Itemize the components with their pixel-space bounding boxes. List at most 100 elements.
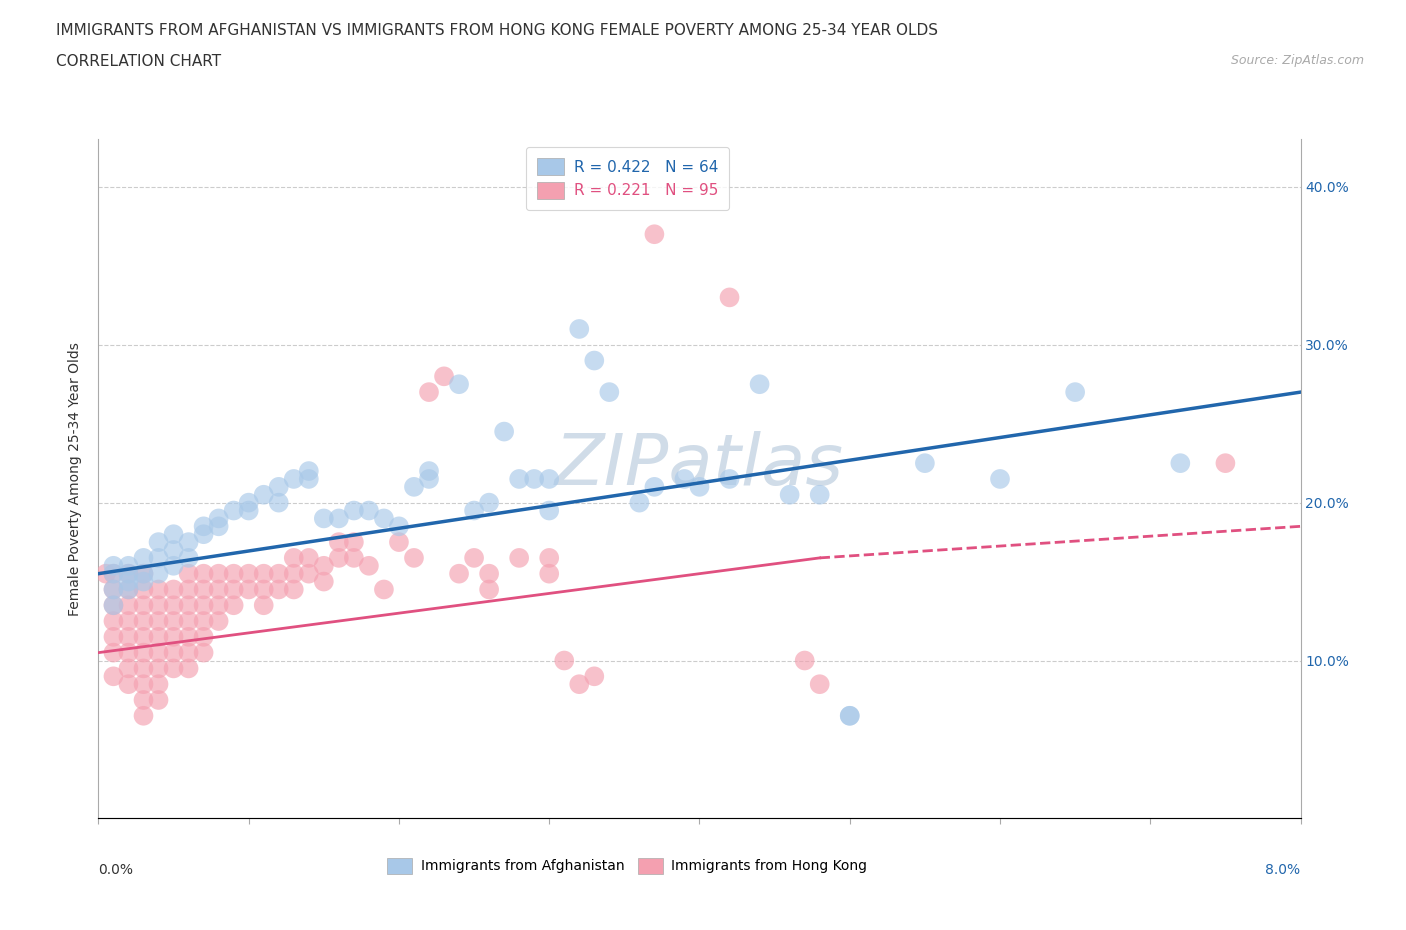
Point <box>418 464 440 479</box>
Point <box>132 661 155 676</box>
Point <box>117 574 139 589</box>
Point <box>193 526 215 541</box>
Point <box>132 574 155 589</box>
Point <box>808 677 831 692</box>
Point <box>447 377 470 392</box>
Point <box>162 630 184 644</box>
Point <box>117 566 139 581</box>
Point <box>373 582 395 597</box>
Point <box>373 511 395 525</box>
Point <box>162 526 184 541</box>
Point <box>267 479 290 494</box>
Point <box>673 472 696 486</box>
Point <box>583 669 606 684</box>
Point <box>117 614 139 629</box>
Point <box>117 582 139 597</box>
Point <box>267 495 290 510</box>
Point <box>148 566 170 581</box>
Point <box>103 566 125 581</box>
Point <box>298 472 321 486</box>
Point <box>418 472 440 486</box>
Point <box>283 582 305 597</box>
Point <box>208 566 231 581</box>
Point <box>298 566 321 581</box>
Point <box>402 479 425 494</box>
Point <box>222 598 245 613</box>
Point <box>222 566 245 581</box>
Point <box>132 582 155 597</box>
Point <box>779 487 801 502</box>
Text: 8.0%: 8.0% <box>1265 863 1301 877</box>
Point <box>402 551 425 565</box>
Text: ZIPatlas: ZIPatlas <box>555 431 844 499</box>
Point <box>132 677 155 692</box>
Point <box>312 558 335 573</box>
Point <box>117 677 139 692</box>
Point <box>103 558 125 573</box>
Point <box>132 693 155 708</box>
Point <box>838 709 860 724</box>
Point <box>988 472 1011 486</box>
Point <box>357 503 380 518</box>
Point <box>478 495 501 510</box>
Point <box>388 519 411 534</box>
Point <box>748 377 770 392</box>
Point <box>208 519 231 534</box>
Point <box>103 582 125 597</box>
Point <box>103 614 125 629</box>
Point <box>132 566 155 581</box>
Point <box>177 614 200 629</box>
Point <box>312 574 335 589</box>
Text: CORRELATION CHART: CORRELATION CHART <box>56 54 221 69</box>
Point <box>117 598 139 613</box>
Point <box>162 582 184 597</box>
Point <box>283 566 305 581</box>
Point <box>283 472 305 486</box>
Point <box>132 709 155 724</box>
Point <box>177 535 200 550</box>
Point <box>148 693 170 708</box>
Point <box>343 551 366 565</box>
Point <box>298 464 321 479</box>
Point <box>463 551 485 565</box>
Point <box>117 582 139 597</box>
Point <box>583 353 606 368</box>
Point <box>267 582 290 597</box>
Point <box>103 598 125 613</box>
Point <box>148 582 170 597</box>
Point <box>148 614 170 629</box>
Point <box>162 558 184 573</box>
Point <box>132 551 155 565</box>
Point <box>132 645 155 660</box>
Text: IMMIGRANTS FROM AFGHANISTAN VS IMMIGRANTS FROM HONG KONG FEMALE POVERTY AMONG 25: IMMIGRANTS FROM AFGHANISTAN VS IMMIGRANT… <box>56 23 938 38</box>
Point <box>253 487 276 502</box>
Point <box>643 479 665 494</box>
Point <box>523 472 546 486</box>
Point <box>628 495 651 510</box>
Point <box>838 709 860 724</box>
Point <box>463 503 485 518</box>
Point <box>177 630 200 644</box>
Point <box>718 290 741 305</box>
Point <box>208 511 231 525</box>
Point <box>117 645 139 660</box>
Point <box>267 566 290 581</box>
Point <box>103 582 125 597</box>
Point <box>1215 456 1237 471</box>
Y-axis label: Female Poverty Among 25-34 Year Olds: Female Poverty Among 25-34 Year Olds <box>69 342 83 616</box>
Point <box>148 645 170 660</box>
Point <box>177 645 200 660</box>
Legend: Immigrants from Afghanistan, Immigrants from Hong Kong: Immigrants from Afghanistan, Immigrants … <box>381 852 873 880</box>
Point <box>103 566 125 581</box>
Point <box>1168 456 1191 471</box>
Point <box>162 614 184 629</box>
Point <box>808 487 831 502</box>
Point <box>222 503 245 518</box>
Point <box>148 677 170 692</box>
Point <box>208 582 231 597</box>
Point <box>643 227 665 242</box>
Point <box>177 566 200 581</box>
Point <box>162 598 184 613</box>
Point <box>132 566 155 581</box>
Point <box>193 566 215 581</box>
